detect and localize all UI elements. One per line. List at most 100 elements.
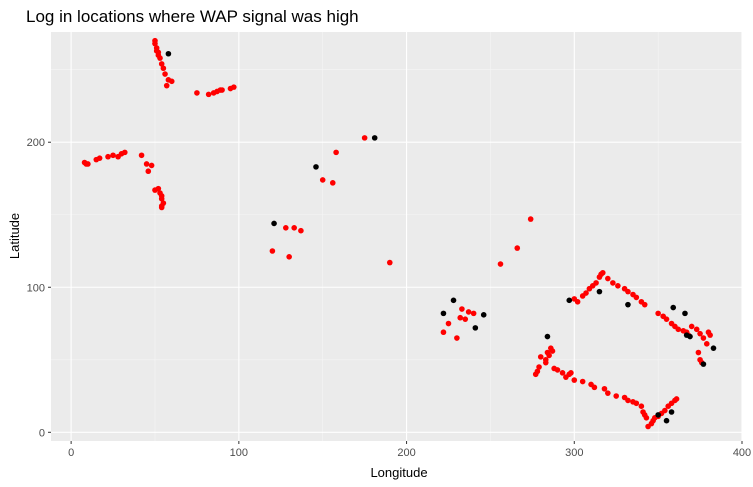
data-point-red <box>298 227 304 234</box>
x-tick-label: 100 <box>230 447 248 459</box>
data-point-red <box>663 316 670 322</box>
data-point-black <box>480 312 487 318</box>
data-point-red <box>157 55 163 61</box>
series-black <box>165 50 717 424</box>
data-point-red <box>138 152 145 159</box>
axis-ticks: 0 100 200 300 400 0 100 200 <box>27 137 752 459</box>
data-point-red <box>605 390 611 396</box>
data-point-red <box>145 168 152 175</box>
data-point-red <box>333 149 339 156</box>
chart-title: Log in locations where WAP signal was hi… <box>26 7 359 26</box>
data-point-black <box>668 409 675 415</box>
data-point-black <box>544 333 551 340</box>
data-point-red <box>662 407 668 414</box>
data-point-red <box>454 335 460 341</box>
data-point-black <box>625 301 631 308</box>
data-point-red <box>536 364 542 370</box>
data-point-black <box>472 325 479 331</box>
data-point-red <box>514 245 521 251</box>
grid-minor <box>51 32 742 441</box>
data-point-red <box>148 162 155 169</box>
data-point-red <box>549 348 556 354</box>
data-point-red <box>462 316 469 322</box>
data-point-red <box>703 341 710 347</box>
data-point-red <box>283 224 289 231</box>
data-point-red <box>593 280 599 286</box>
data-point-red <box>219 87 225 93</box>
data-point-red <box>459 306 465 312</box>
data-point-red <box>440 329 447 336</box>
data-point-red <box>695 349 702 356</box>
data-point-red <box>537 354 544 360</box>
data-point-black <box>440 310 447 317</box>
data-point-red <box>571 377 578 383</box>
data-point-red <box>158 195 165 202</box>
data-point-red <box>688 323 695 330</box>
data-point-red <box>205 91 212 98</box>
data-point-red <box>269 248 276 254</box>
data-point-red <box>155 185 162 192</box>
data-point-red <box>591 384 598 391</box>
data-point-red <box>231 84 237 90</box>
data-point-red <box>386 259 393 266</box>
data-point-red <box>534 368 541 375</box>
data-point-red <box>625 397 631 404</box>
data-point-red <box>610 280 616 286</box>
data-point-black <box>655 412 661 418</box>
data-point-red <box>143 161 150 167</box>
x-tick-label: 0 <box>68 447 74 459</box>
data-point-black <box>371 135 378 141</box>
data-point-red <box>601 385 608 392</box>
data-point-red <box>579 378 586 385</box>
data-point-red <box>194 90 200 96</box>
data-point-red <box>613 393 620 399</box>
data-point-red <box>96 155 103 161</box>
data-point-red <box>497 261 504 267</box>
data-point-red <box>633 400 640 407</box>
x-tick-label: 200 <box>397 447 415 459</box>
data-point-red <box>559 370 566 376</box>
data-point-red <box>641 301 648 308</box>
data-point-red <box>615 283 621 289</box>
y-tick-label: 0 <box>39 427 45 439</box>
data-point-red <box>286 254 292 260</box>
data-point-red <box>445 320 452 327</box>
data-point-red <box>152 40 158 47</box>
data-point-red <box>583 290 589 296</box>
data-point-red <box>574 298 581 305</box>
data-point-red <box>85 161 91 167</box>
data-point-red <box>599 269 606 276</box>
data-point-black <box>682 310 688 317</box>
data-point-red <box>655 310 661 317</box>
data-point-black <box>670 304 677 311</box>
data-point-red <box>605 275 611 282</box>
data-point-red <box>163 82 170 89</box>
plot-panel <box>51 32 742 441</box>
data-point-red <box>697 330 703 337</box>
data-point-black <box>710 345 717 351</box>
x-axis-title: Longitude <box>370 465 427 480</box>
data-point-red <box>568 370 574 376</box>
data-point-red <box>693 326 700 333</box>
data-point-black <box>313 164 319 170</box>
y-tick-label: 100 <box>27 282 45 294</box>
data-point-black <box>687 333 693 340</box>
data-point-red <box>168 78 175 85</box>
data-point-red <box>625 288 631 295</box>
x-tick-label: 400 <box>733 447 751 459</box>
data-point-red <box>465 309 472 315</box>
data-point-red <box>554 367 561 373</box>
data-point-red <box>158 204 165 211</box>
data-point-red <box>361 135 368 141</box>
data-point-red <box>291 224 297 231</box>
data-point-black <box>663 417 670 424</box>
data-point-black <box>450 297 457 304</box>
data-point-red <box>158 61 165 67</box>
data-point-red <box>470 310 477 317</box>
data-point-red <box>675 326 682 333</box>
grid-major <box>51 32 743 441</box>
data-point-red <box>638 403 645 409</box>
data-point-red <box>162 71 168 77</box>
data-point-red <box>121 149 128 156</box>
